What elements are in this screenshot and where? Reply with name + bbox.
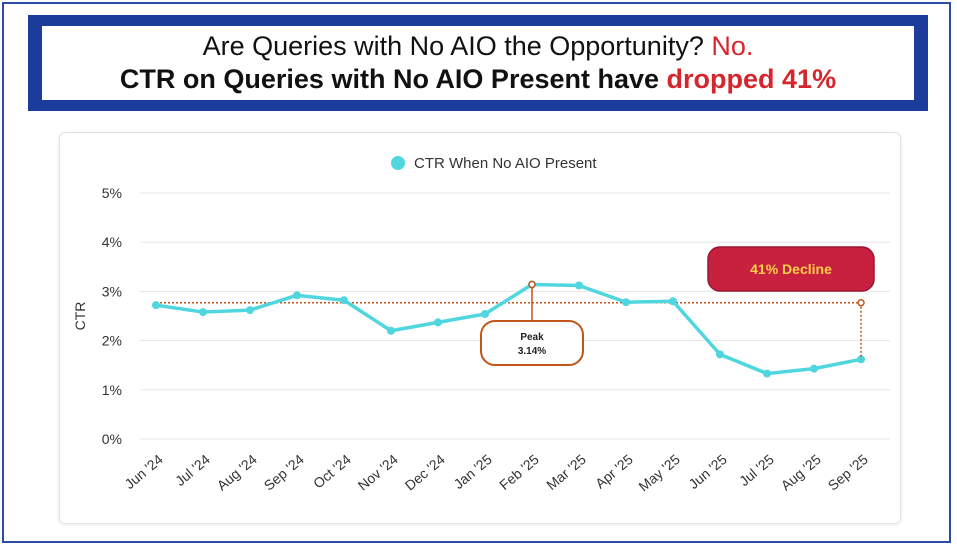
y-tick-label: 1% — [102, 382, 122, 398]
data-point — [152, 301, 160, 310]
x-tick-label: Aug '25 — [778, 451, 824, 494]
y-tick-label: 3% — [102, 283, 122, 299]
y-tick-label: 4% — [102, 234, 122, 250]
x-tick-label: Nov '24 — [355, 451, 401, 494]
title-line-1: Are Queries with No AIO the Opportunity?… — [203, 30, 754, 63]
peak-callout-box — [480, 320, 584, 366]
legend-label: CTR When No AIO Present — [414, 155, 597, 172]
data-point — [434, 318, 442, 327]
x-tick-label: Feb '25 — [496, 451, 542, 493]
decline-badge — [707, 246, 875, 292]
data-point — [575, 281, 583, 290]
ctr-line-chart: CTR When No AIO Present 0% 1% 2% 3% 4% 5% CTR Ju… — [72, 155, 890, 495]
x-tick-label: Jun '24 — [121, 451, 166, 492]
data-point — [763, 369, 771, 378]
x-tick-label: Jun '25 — [685, 451, 730, 492]
x-tick-label: Jul '25 — [736, 451, 777, 489]
data-point — [246, 306, 254, 315]
data-point — [857, 355, 865, 364]
title-line-2: CTR on Queries with No AIO Present have … — [120, 63, 836, 96]
x-tick-label: Jan '25 — [450, 451, 495, 492]
x-tick-label: Apr '25 — [592, 451, 636, 492]
title-drop-highlight: dropped 41% — [666, 64, 837, 94]
title-box: Are Queries with No AIO the Opportunity?… — [42, 26, 914, 100]
peak-callout-title: Peak — [520, 332, 544, 343]
chart-card: CTR When No AIO Present 0% 1% 2% 3% 4% 5% CTR Ju… — [59, 132, 901, 524]
title-banner: Are Queries with No AIO the Opportunity?… — [28, 15, 928, 111]
data-point — [293, 291, 301, 300]
x-tick-label: Sep '24 — [261, 451, 307, 494]
data-point — [340, 296, 348, 305]
x-tick-label: Mar '25 — [543, 451, 589, 493]
data-point — [199, 308, 207, 317]
data-point — [481, 310, 489, 319]
title-answer: No. — [711, 31, 754, 61]
data-point — [810, 364, 818, 373]
legend-marker — [391, 156, 405, 170]
title-statement: CTR on Queries with No AIO Present have — [119, 64, 660, 94]
x-tick-label: Jul '24 — [172, 451, 213, 489]
title-question: Are Queries with No AIO the Opportunity? — [202, 31, 704, 61]
peak-callout-value: 3.14% — [518, 346, 546, 357]
decline-marker — [857, 298, 865, 307]
data-point — [387, 326, 395, 335]
y-axis-label: CTR — [72, 302, 88, 331]
y-tick-label: 5% — [102, 185, 122, 201]
data-point — [716, 350, 724, 359]
y-tick-label: 2% — [102, 333, 122, 349]
x-tick-label: May '25 — [635, 451, 683, 495]
x-tick-label: Aug '24 — [214, 451, 260, 494]
x-tick-label: Sep '25 — [825, 451, 871, 494]
x-tick-label: Dec '24 — [402, 451, 448, 494]
data-point — [669, 297, 677, 306]
data-point — [622, 298, 630, 307]
x-tick-label: Oct '24 — [310, 451, 354, 492]
decline-badge-label: 41% Decline — [750, 261, 832, 277]
series-line — [154, 282, 863, 376]
peak-marker — [528, 280, 536, 289]
y-tick-label: 0% — [102, 431, 122, 447]
